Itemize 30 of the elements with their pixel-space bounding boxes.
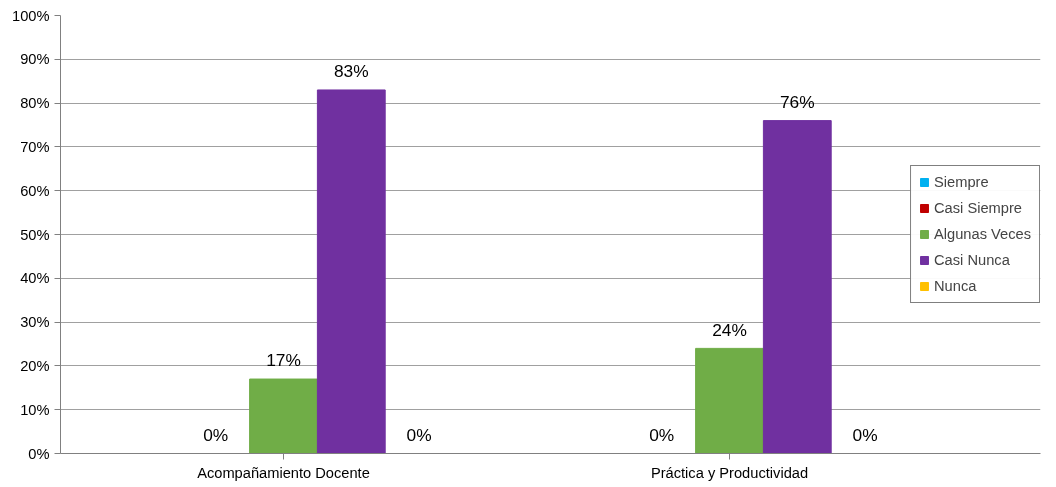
y-tick-label: 70% bbox=[20, 138, 50, 155]
bar bbox=[695, 347, 764, 454]
data-label: 0% bbox=[406, 424, 432, 445]
data-label: 0% bbox=[203, 424, 229, 445]
legend-label: Casi Nunca bbox=[934, 252, 1010, 268]
bar bbox=[316, 89, 386, 454]
data-label: 17% bbox=[266, 350, 301, 371]
data-label: 83% bbox=[333, 61, 369, 82]
y-tick-label: 100% bbox=[12, 7, 50, 24]
x-tick-label: Acompañamiento Docente bbox=[197, 464, 370, 481]
data-label: 24% bbox=[712, 319, 747, 340]
legend-label: Casi Siempre bbox=[934, 200, 1022, 216]
y-tick-label: 10% bbox=[20, 401, 50, 418]
bar bbox=[249, 378, 318, 454]
y-tick-label: 60% bbox=[20, 182, 50, 199]
bar bbox=[762, 120, 832, 454]
y-tick-label: 40% bbox=[20, 270, 50, 287]
x-tick-label: Práctica y Productividad bbox=[650, 464, 809, 481]
legend-label: Algunas Veces bbox=[934, 226, 1031, 242]
y-tick-label: 30% bbox=[20, 314, 50, 331]
data-label: 0% bbox=[852, 424, 878, 445]
y-tick-label: 0% bbox=[28, 445, 50, 462]
y-tick-label: 90% bbox=[20, 51, 50, 68]
y-tick-label: 50% bbox=[20, 226, 50, 243]
data-label: 0% bbox=[649, 424, 675, 445]
legend-label: Siempre bbox=[934, 174, 989, 190]
y-tick-label: 80% bbox=[20, 95, 50, 112]
data-label: 76% bbox=[779, 91, 815, 112]
y-tick-label: 20% bbox=[20, 357, 50, 374]
legend-label: Nunca bbox=[934, 278, 977, 294]
